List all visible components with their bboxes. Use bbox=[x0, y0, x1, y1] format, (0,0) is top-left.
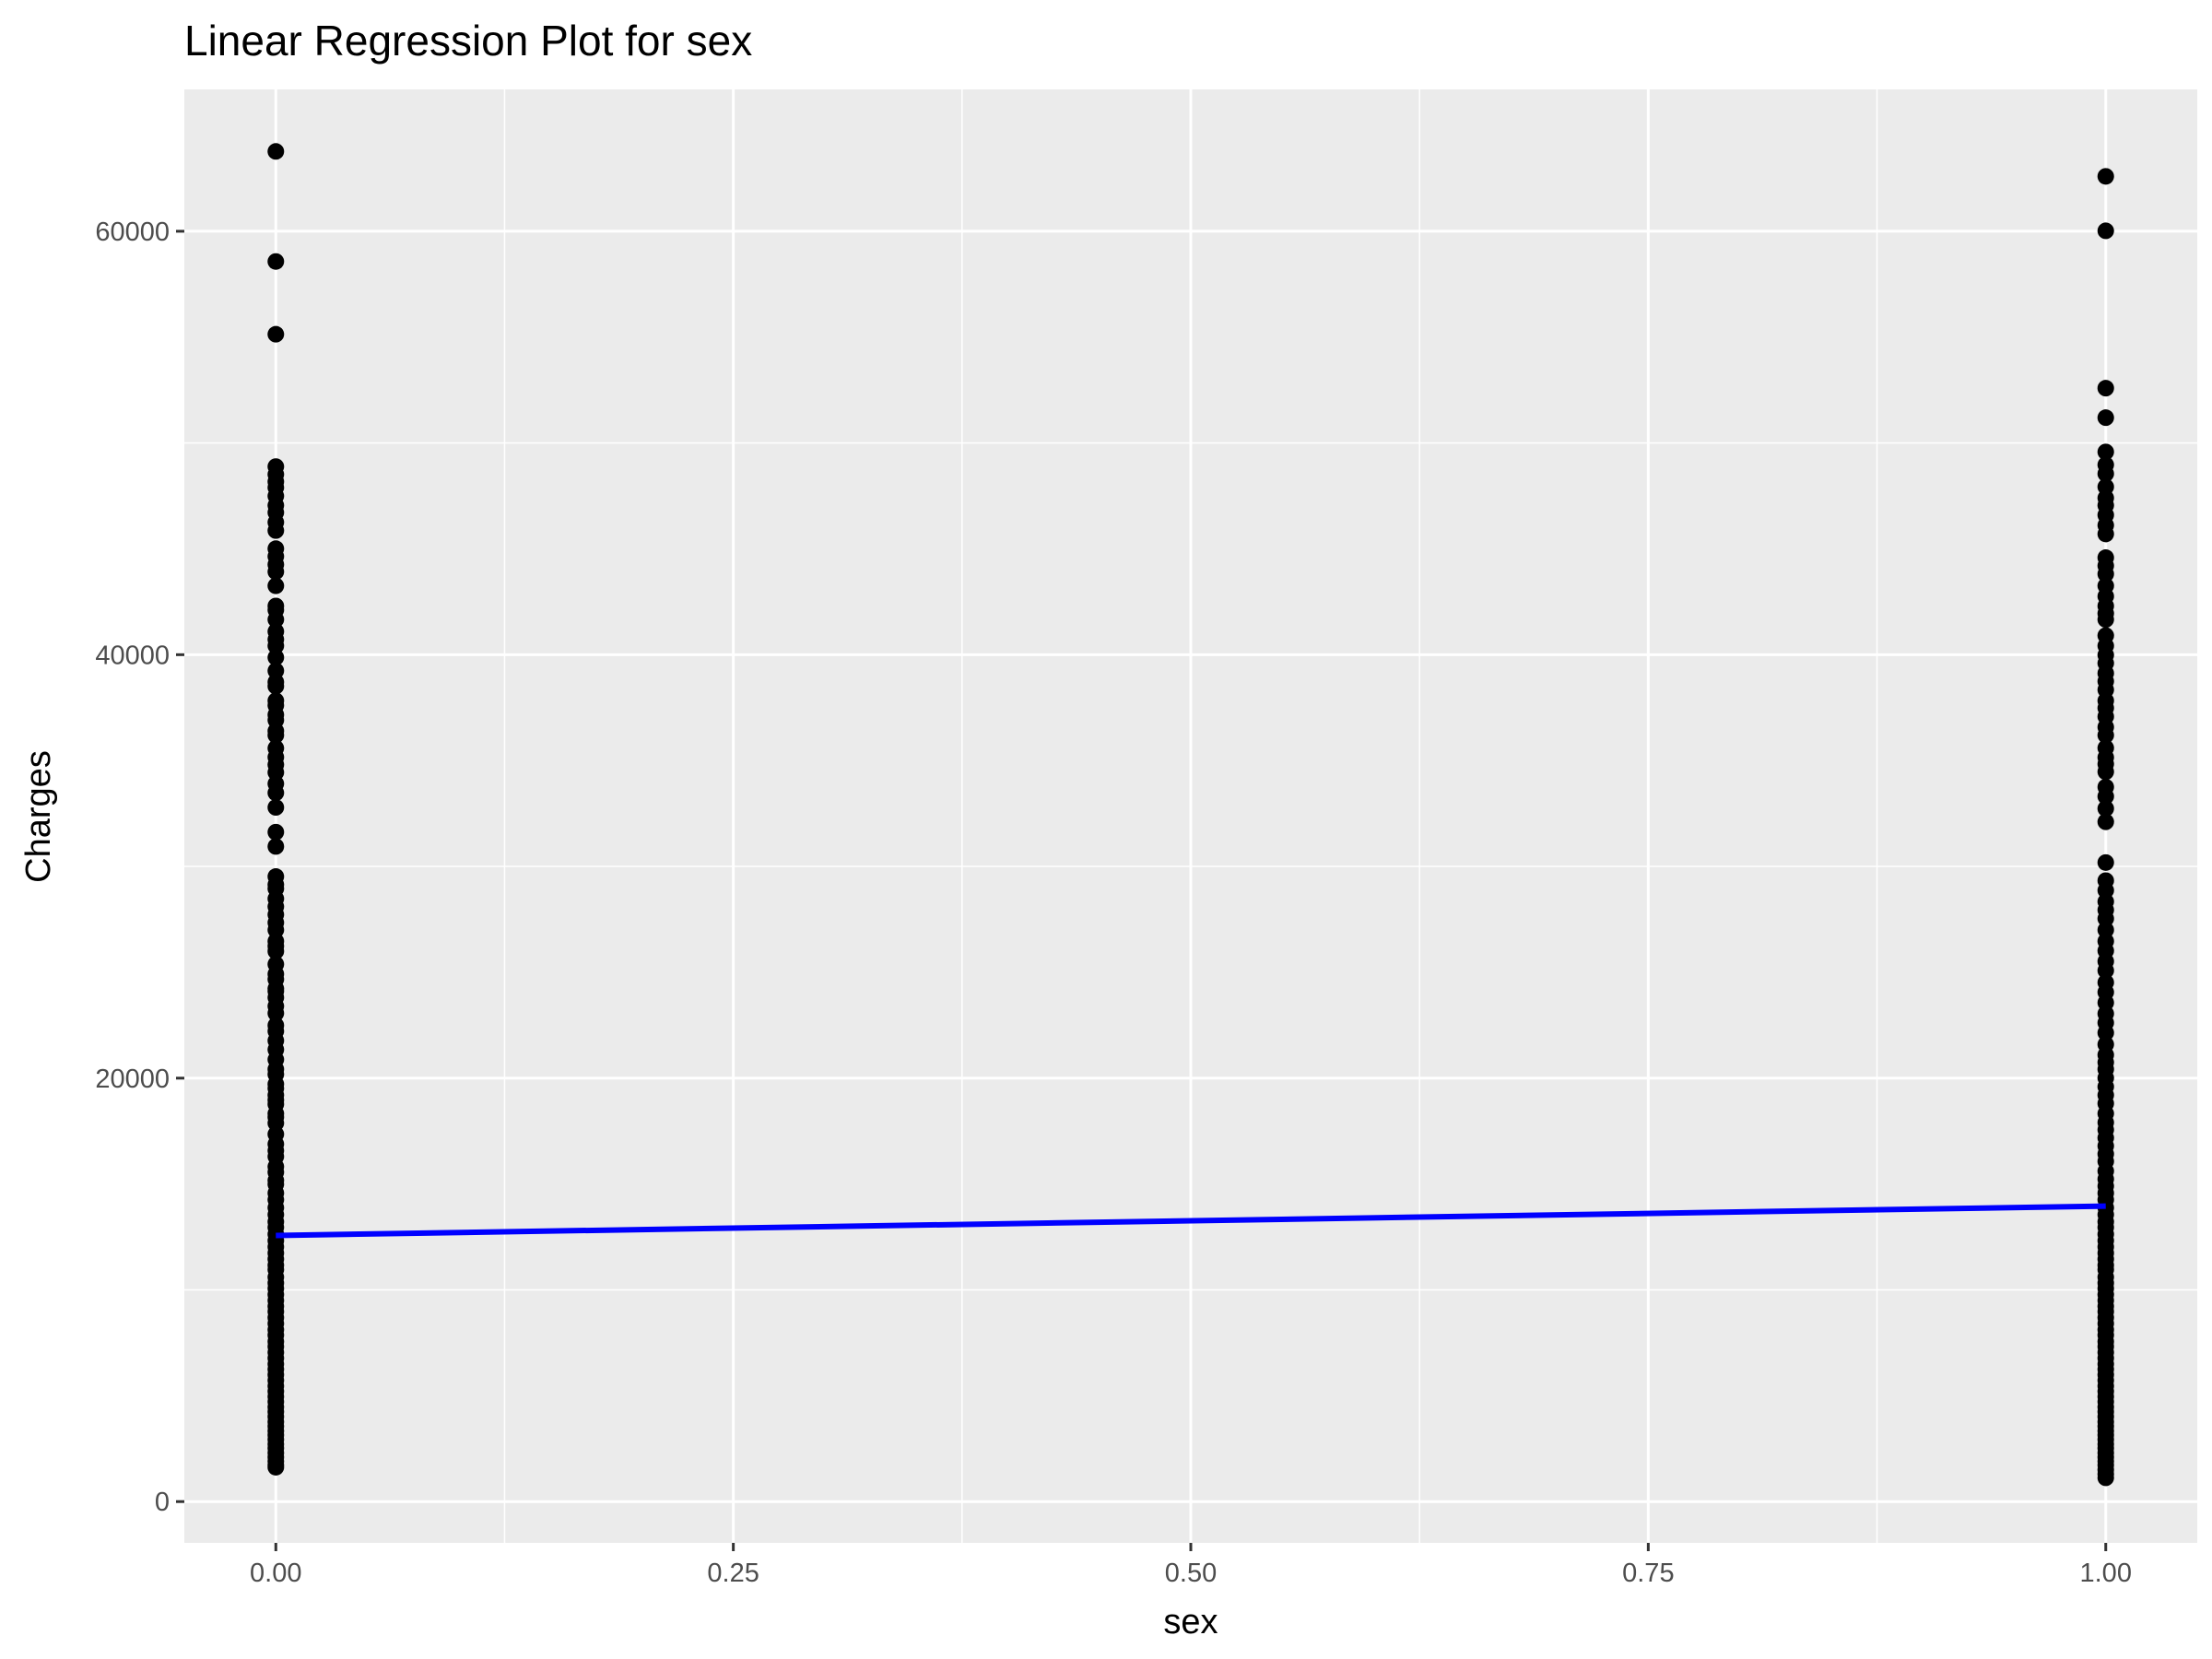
data-point bbox=[267, 1005, 285, 1022]
data-point bbox=[267, 522, 285, 539]
data-point bbox=[2097, 409, 2114, 427]
x-tick-label: 0.75 bbox=[1622, 1559, 1674, 1588]
data-point bbox=[267, 943, 285, 960]
data-point bbox=[2097, 763, 2114, 781]
data-point bbox=[2097, 565, 2114, 582]
data-point bbox=[2097, 465, 2114, 482]
data-point bbox=[267, 649, 285, 666]
data-point bbox=[2097, 380, 2114, 397]
data-point bbox=[2097, 443, 2114, 461]
chart-title: Linear Regression Plot for sex bbox=[184, 17, 752, 65]
data-point bbox=[267, 838, 285, 855]
data-point bbox=[2097, 611, 2114, 629]
y-tick-label: 20000 bbox=[95, 1065, 170, 1094]
data-points bbox=[267, 143, 2114, 1487]
y-axis-title: Charges bbox=[19, 750, 58, 883]
data-point bbox=[2097, 853, 2114, 871]
data-point bbox=[267, 823, 285, 841]
data-point bbox=[2097, 788, 2114, 806]
data-point bbox=[2097, 168, 2114, 185]
data-point bbox=[2097, 525, 2114, 543]
data-point bbox=[267, 799, 285, 817]
y-tick-label: 60000 bbox=[95, 218, 170, 247]
data-point bbox=[267, 325, 285, 343]
data-point bbox=[2097, 813, 2114, 830]
data-point bbox=[267, 611, 285, 629]
x-axis-title: sex bbox=[1163, 1603, 1218, 1641]
data-point bbox=[267, 726, 285, 744]
data-point bbox=[2097, 222, 2114, 240]
y-tick-label: 40000 bbox=[95, 641, 170, 670]
regression-line-group bbox=[276, 1203, 2106, 1239]
data-point bbox=[2097, 800, 2114, 818]
data-point bbox=[267, 784, 285, 802]
x-tick-label: 1.00 bbox=[2080, 1559, 2132, 1588]
y-tick-label: 0 bbox=[155, 1488, 170, 1517]
x-tick-label: 0.50 bbox=[1165, 1559, 1217, 1588]
data-point bbox=[267, 677, 285, 695]
data-point bbox=[267, 1458, 285, 1476]
data-point bbox=[267, 143, 285, 160]
x-axis: 0.00 0.25 0.50 0.75 1.00 bbox=[250, 1543, 2132, 1588]
data-point bbox=[2097, 726, 2114, 744]
data-point bbox=[267, 253, 285, 270]
regression-line bbox=[276, 1203, 2106, 1239]
x-tick-label: 0.00 bbox=[250, 1559, 301, 1588]
data-point bbox=[267, 563, 285, 581]
data-point bbox=[267, 637, 285, 654]
data-point bbox=[2097, 962, 2114, 980]
data-point bbox=[2097, 1024, 2114, 1041]
data-point bbox=[2097, 1469, 2114, 1487]
data-point bbox=[267, 577, 285, 594]
x-tick-label: 0.25 bbox=[707, 1559, 759, 1588]
y-axis: 0 20000 40000 60000 bbox=[95, 218, 184, 1517]
